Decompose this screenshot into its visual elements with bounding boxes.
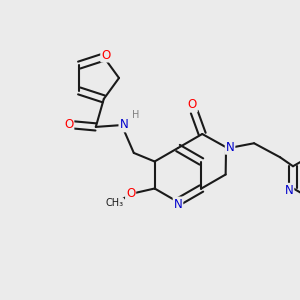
- Text: N: N: [285, 184, 293, 197]
- Text: N: N: [119, 118, 128, 131]
- Text: H: H: [132, 110, 139, 120]
- Text: O: O: [64, 118, 74, 131]
- Text: CH₃: CH₃: [106, 199, 124, 208]
- Text: O: O: [101, 49, 110, 62]
- Text: N: N: [174, 197, 182, 211]
- Text: N: N: [226, 141, 234, 154]
- Text: O: O: [126, 187, 135, 200]
- Text: O: O: [188, 98, 197, 112]
